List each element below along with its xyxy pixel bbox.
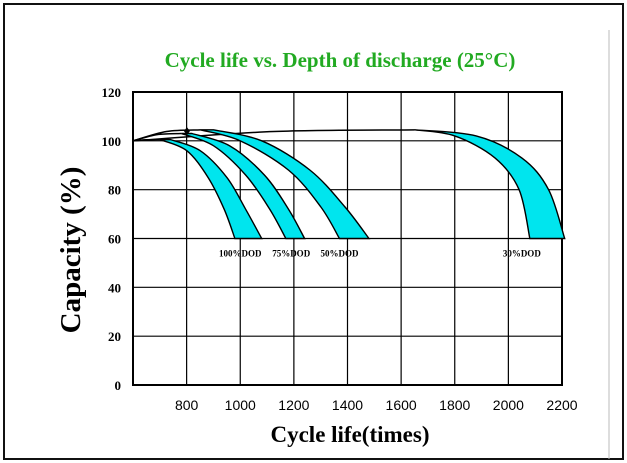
dod-label: 75%DOD [272, 249, 311, 259]
y-tick-label: 60 [108, 232, 121, 247]
capacity-curve [132, 129, 415, 142]
dod-label: 100%DOD [219, 249, 262, 259]
x-tick-label: 1000 [225, 397, 256, 413]
dod-label: 50%DOD [320, 249, 359, 259]
x-tick-label: 1800 [439, 397, 470, 413]
chart-title: Cycle life vs. Depth of discharge (25°C) [165, 48, 516, 72]
y-tick-label: 120 [102, 85, 122, 100]
x-tick-label: 1200 [278, 397, 309, 413]
dod-band [414, 129, 566, 240]
peak-marker [183, 127, 190, 136]
y-tick-label: 100 [102, 134, 122, 149]
y-tick-label: 40 [108, 280, 121, 295]
dod-label: 30%DOD [503, 249, 542, 259]
y-tick-label: 0 [115, 378, 122, 393]
x-axis-label: Cycle life(times) [270, 422, 429, 447]
plot-area: 800 1000 1200 1400 1600 1800 2000 2200 0 20 40 60 80… [102, 85, 578, 413]
dod-band [159, 138, 263, 240]
dod-band [181, 132, 306, 240]
y-axis-label: Capacity (%) [55, 167, 87, 334]
x-tick-label: 1400 [332, 397, 363, 413]
x-tick-label: 2200 [546, 397, 577, 413]
y-tick-label: 20 [108, 329, 121, 344]
capacity-curve [132, 129, 201, 142]
x-tick-label: 800 [175, 397, 199, 413]
dod-band [199, 129, 371, 240]
y-tick-label: 80 [108, 183, 121, 198]
x-tick-label: 1600 [386, 397, 417, 413]
x-tick-label: 2000 [493, 397, 524, 413]
